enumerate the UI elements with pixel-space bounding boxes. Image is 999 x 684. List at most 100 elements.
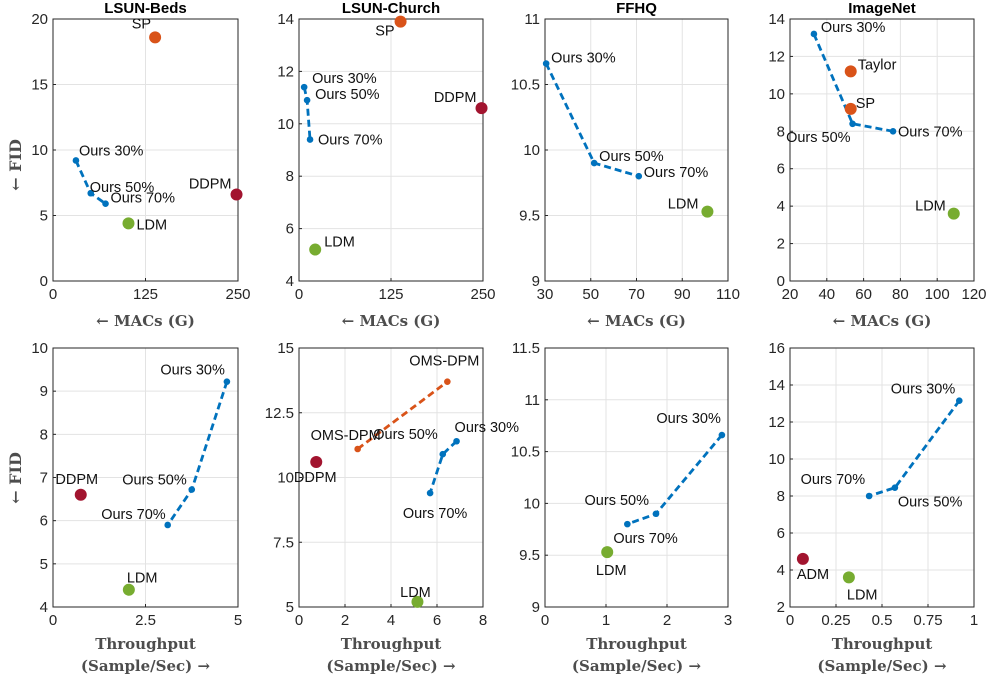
x-tick-label: 30 [537,286,554,303]
x-axis-label: ← MACs (G) [587,312,686,330]
series-point-label: Ours 30% [79,143,144,159]
point-label-ldm: LDM [324,235,355,251]
y-tick-label: 10 [31,142,48,159]
point-marker-ldm [309,243,322,256]
x-tick-label: 60 [855,286,872,303]
x-tick-label: 70 [628,286,645,303]
y-tick-label: 14 [768,11,785,28]
series-line-ours [302,86,312,140]
x-tick-label: 50 [582,286,599,303]
y-tick-label: 16 [768,340,785,357]
series-point-label: Ours 30% [656,411,721,427]
point-marker-ldm [122,217,135,230]
series-point-label: Ours 50% [90,180,155,196]
point-marker-sp [844,102,857,115]
y-tick-label: 4 [40,599,48,616]
x-tick-label: 80 [892,286,909,303]
x-axis-label-line-2: (Sample/Sec) → [81,657,211,675]
series-marker [865,492,873,500]
series-marker [955,397,963,405]
x-tick-label: 20 [782,286,799,303]
series-point-label: Ours 50% [122,473,187,489]
y-tick-label: 8 [777,488,785,505]
series-marker [439,450,447,458]
series-point-label: Ours 50% [599,149,664,165]
y-tick-label: 8 [777,123,785,140]
series-marker [635,172,643,180]
point-label-ldm: LDM [127,571,158,587]
series-line-oms-dpm [356,380,449,451]
x-tick-label: 0.5 [872,612,893,629]
y-tick-label: 10 [768,86,785,103]
point-label-adm: ADM [797,567,829,583]
x-axis-label-line-2: (Sample/Sec) → [817,657,947,675]
y-tick-label: 10.5 [511,444,540,461]
x-tick-label: 125 [133,286,158,303]
y-tick-label: 12 [277,63,294,80]
series-point-label: Ours 70% [318,133,383,149]
series-marker [590,159,598,167]
y-tick-label: 10 [768,451,785,468]
y-tick-label: 9 [532,273,540,290]
x-tick-label: 0 [49,612,57,629]
y-tick-label: 12 [768,414,785,431]
x-axis-label-line-2: (Sample/Sec) → [326,657,456,675]
x-tick-label: 5 [234,612,242,629]
y-tick-label: 6 [777,161,785,178]
series-point-label: Ours 30% [312,71,377,87]
point-marker-ddpm [475,102,488,115]
y-tick-label: 10 [523,142,540,159]
x-tick-label: 6 [433,612,441,629]
point-label-taylor: Taylor [858,57,897,73]
x-tick-label: 120 [961,286,986,303]
y-tick-label: 4 [777,562,785,579]
point-label-ldm: LDM [596,563,627,579]
x-tick-label: 2 [341,612,349,629]
series-point-label: Ours 70% [101,507,166,523]
series-marker [188,486,196,493]
point-label-ldm: LDM [136,217,167,233]
x-tick-label: 0 [295,612,303,629]
x-axis-label: Throughput (Sample/Sec) → [81,635,211,675]
y-tick-label: 10 [277,116,294,133]
y-tick-label: 5 [40,208,48,225]
x-tick-label: 8 [479,612,487,629]
series-marker [652,510,660,518]
y-tick-label: 6 [286,221,294,238]
series-point-label: Ours 50% [898,495,963,511]
series-point-label: Ours 50% [315,87,380,103]
point-label-ldm: LDM [915,199,946,215]
x-tick-label: 0.75 [913,612,942,629]
y-tick-label: 10 [523,495,540,512]
y-tick-label: 5 [286,599,294,616]
point-label-ddpm: DDPM [294,470,337,486]
point-marker-sp [394,15,407,28]
y-tick-label: 12.5 [265,405,294,422]
series-point-label: Ours 70% [613,531,678,547]
x-axis-label: Throughput (Sample/Sec) → [572,635,702,675]
series-marker [810,30,818,38]
point-label-sp: SP [856,96,875,112]
series-point-label: Ours 50% [786,130,851,146]
series-point-label: Ours 50% [373,427,438,443]
series-marker [718,431,726,439]
series-point-label: Ours 70% [801,472,866,488]
y-axis-label-top: ← FID [6,139,25,191]
x-tick-label: 1 [602,612,610,629]
panel-5: 0 2.5 5 4 5 6 7 8 9 10 Throughput (Sample/Sec) → Our… [31,340,242,675]
y-tick-label: 6 [40,513,48,530]
point-marker-sp [149,31,162,44]
point-marker-ldm [122,583,135,596]
y-tick-label: 7.5 [273,534,294,551]
series-line-ours [868,399,961,498]
point-marker-ddpm [230,188,243,201]
point-label-ddpm: DDPM [189,177,232,193]
x-tick-label: 4 [387,612,395,629]
x-tick-label: 2.5 [135,612,156,629]
series-marker [891,484,899,491]
point-label-sp: SP [132,16,151,32]
point-marker-ddpm [74,488,87,501]
y-tick-label: 11.5 [512,340,540,357]
y-tick-label: 7 [40,470,48,487]
